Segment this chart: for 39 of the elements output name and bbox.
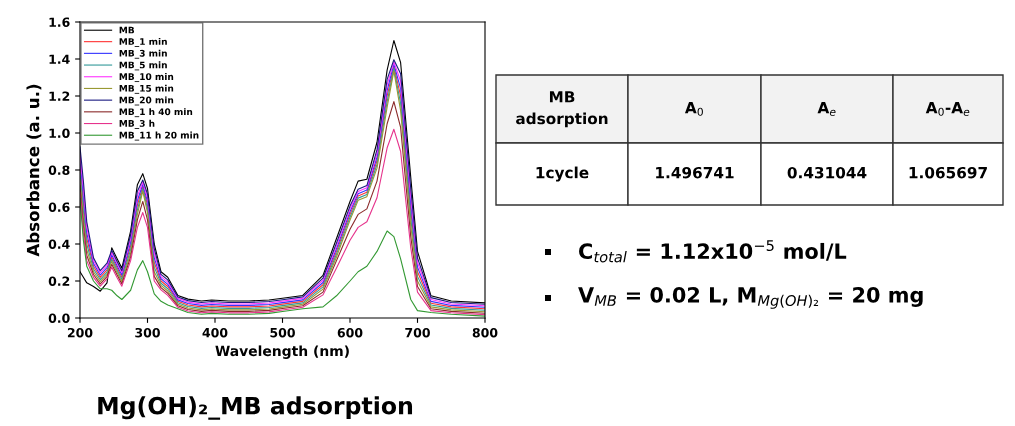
legend-label: MB_20 min: [119, 96, 174, 106]
y-tick-label: 0.6: [48, 202, 70, 212]
text: 1cycle: [536, 166, 589, 182]
text: 1.496741: [656, 166, 734, 179]
y-tick-label: 0.2: [48, 276, 70, 286]
text: MB adsorption: [516, 91, 608, 128]
text: A$_{0}$-A$_{e}$: [925, 102, 970, 116]
y-tick-label: 1.6: [49, 17, 70, 27]
legend-label: MB_1 h 40 min: [119, 108, 193, 118]
text: Mg(OH)₂_MB adsorption: [98, 396, 413, 420]
text: A$_{e}$: [817, 102, 836, 116]
text: C$_{total}$ = 1.12x10$^{−5}$ mol/L: [579, 240, 847, 263]
x-tick-label: 700: [405, 327, 430, 338]
text: 0.431044: [787, 166, 867, 179]
y-tick-label: 1.4: [49, 54, 70, 64]
x-tick-label: 800: [472, 327, 498, 338]
y-tick-label: 0.0: [48, 313, 70, 323]
y-tick-label: 1.2: [49, 91, 70, 101]
y-tick-label: 0.4: [48, 239, 70, 249]
x-axis-title: Wavelength (nm): [215, 345, 349, 359]
x-tick-label: 400: [202, 327, 228, 338]
legend-label: MB_11 h 20 min: [119, 131, 199, 141]
y-tick-label: 0.8: [48, 165, 70, 175]
text: A$_{0}$: [684, 102, 703, 116]
text: V$_{MB}$ = 0.02 L, M$_{Mg(OH)₂}$ = 20 mg: [578, 286, 923, 309]
y-tick-label: 1.0: [49, 128, 70, 138]
x-tick-label: 500: [270, 327, 295, 338]
y-axis-title: Absorbance (a. u.): [26, 84, 42, 257]
x-tick-label: 600: [337, 327, 363, 338]
legend-label: MB_15 min: [119, 84, 174, 94]
legend-label: MB_1 min: [119, 37, 167, 47]
x-tick-label: 200: [67, 327, 93, 338]
legend-label: MB: [119, 26, 135, 34]
legend-label: MB_10 min: [119, 73, 174, 83]
legend-label: MB_3 min: [119, 49, 167, 59]
x-tick-label: 300: [135, 327, 160, 338]
legend-label: MB_3 h: [119, 119, 155, 129]
text: 1.065697: [909, 166, 987, 179]
legend-label: MB_5 min: [119, 61, 167, 71]
